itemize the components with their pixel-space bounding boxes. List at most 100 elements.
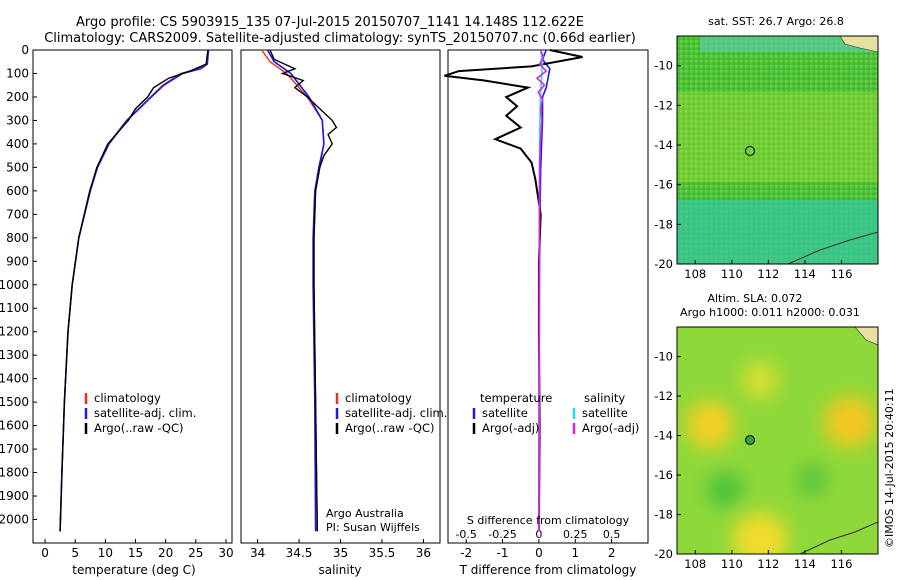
sla-high-south <box>732 512 788 554</box>
legend-label: Argo(..raw -QC) <box>94 421 184 435</box>
temperature-panel: 0100200300400500600700800900100011001200… <box>0 43 234 577</box>
note-argo-australia: Argo Australia <box>326 507 404 520</box>
sla-map-subtitle: Argo h1000: 0.011 h2000: 0.031 <box>680 306 860 319</box>
x-tick-label: 2 <box>608 546 616 560</box>
top-x-tick-label: -0.25 <box>488 528 516 541</box>
top-x-tick-label: 0 <box>535 528 542 541</box>
x-tick-label: 35.5 <box>369 546 396 560</box>
y-tick-label: 400 <box>6 137 29 151</box>
legend-label: satellite <box>582 406 628 420</box>
top-x-tick-label: 0.5 <box>603 528 621 541</box>
top-x-tick-label: 0.25 <box>563 528 588 541</box>
map-x-tick-label: 112 <box>757 557 779 571</box>
x-tick-label: 25 <box>188 546 203 560</box>
legend-heading-salinity: salinity <box>584 391 625 405</box>
y-tick-label: 1200 <box>0 325 29 339</box>
x-tick-label: -2 <box>460 546 472 560</box>
x-tick-label: 10 <box>98 546 113 560</box>
salinity-panel: 34 34.5 35 35.5 36 salinity climatologysatel… <box>240 49 447 577</box>
map-y-tick-label: -20 <box>654 257 673 271</box>
map-y-tick-label: -10 <box>654 59 673 73</box>
figure-title-line1: Argo profile: CS 5903915_135 07-Jul-2015… <box>76 15 584 30</box>
legend-label: Argo(..raw -QC) <box>345 421 435 435</box>
sst-map-panel: sat. SST: 26.7 Argo: 26.8 108 110 112 114 11… <box>654 15 879 281</box>
sla-high-east <box>824 396 876 448</box>
temperature-axes-frame <box>32 49 233 544</box>
sst-cool-south <box>677 200 878 264</box>
y-tick-label: 100 <box>6 66 29 80</box>
top-x-tick-label: -0.5 <box>455 528 476 541</box>
series-line-s-argo-adj- <box>535 49 548 532</box>
sla-land-north <box>854 327 878 346</box>
map-x-tick-label: 114 <box>794 267 816 281</box>
legend-label: climatology <box>94 391 161 405</box>
x-tick-label: 36 <box>416 546 431 560</box>
x-tick-label: 20 <box>158 546 173 560</box>
difference-axes-frame <box>447 49 649 544</box>
map-x-tick-label: 114 <box>794 557 816 571</box>
map-x-tick-label: 112 <box>757 267 779 281</box>
x-tick-label: 35 <box>333 546 348 560</box>
x-tick-label: 1 <box>571 546 579 560</box>
y-tick-label: 1000 <box>0 278 29 292</box>
x-tick-label: 5 <box>71 546 79 560</box>
map-x-tick-label: 116 <box>830 267 852 281</box>
series-line-argo-raw-qc- <box>59 49 209 532</box>
sla-map-frame <box>676 326 879 555</box>
sla-map-panel: Altim. SLA: 0.072 Argo h1000: 0.011 h200… <box>654 292 879 571</box>
legend-label: Argo(-adj) <box>582 421 639 435</box>
sst-map-title: sat. SST: 26.7 Argo: 26.8 <box>708 15 844 28</box>
y-tick-label: 1700 <box>0 442 29 456</box>
sla-map-title: Altim. SLA: 0.072 <box>707 292 802 305</box>
x-tick-label: 34 <box>250 546 265 560</box>
y-tick-label: 0 <box>21 43 29 57</box>
y-tick-label: 1300 <box>0 348 29 362</box>
legend-label: climatology <box>345 391 412 405</box>
salinity-xlabel: salinity <box>318 563 361 577</box>
map-x-tick-label: 110 <box>721 557 743 571</box>
y-tick-label: 2000 <box>0 513 29 527</box>
x-tick-label: 0 <box>41 546 49 560</box>
map-x-tick-label: 116 <box>830 557 852 571</box>
legend-label: Argo(-adj) <box>482 421 539 435</box>
sst-land-north <box>839 36 878 53</box>
x-tick-label: 0 <box>535 546 543 560</box>
y-tick-label: 900 <box>6 254 29 268</box>
legend-heading-temperature: temperature <box>480 391 552 405</box>
y-tick-label: 1400 <box>0 372 29 386</box>
x-tick-label: 30 <box>218 546 233 560</box>
y-tick-label: 600 <box>6 184 29 198</box>
y-tick-label: 300 <box>6 113 29 127</box>
sla-argo-marker <box>745 435 755 445</box>
sst-warm-band <box>677 92 878 182</box>
sla-low-a <box>707 472 743 508</box>
legend-label: satellite-adj. clim. <box>94 406 196 420</box>
sst-coastline <box>787 231 878 264</box>
map-y-tick-label: -14 <box>654 429 673 443</box>
sla-high-north <box>742 362 778 398</box>
map-y-tick-label: -10 <box>654 350 673 364</box>
t-difference-label: T difference from climatology <box>459 563 637 577</box>
difference-panel: -2 -1 0 1 2 -0.5 -0.25 0 0.25 0.5 S difference f… <box>444 49 649 577</box>
legend-label: satellite <box>482 406 528 420</box>
sst-cool-north <box>700 36 878 52</box>
map-y-tick-label: -14 <box>654 138 673 152</box>
map-x-tick-label: 108 <box>684 557 706 571</box>
y-tick-label: 1100 <box>0 301 29 315</box>
y-tick-label: 1600 <box>0 419 29 433</box>
y-tick-label: 200 <box>6 90 29 104</box>
map-y-tick-label: -12 <box>654 98 673 112</box>
map-y-tick-label: -18 <box>654 217 673 231</box>
map-y-tick-label: -16 <box>654 178 673 192</box>
y-tick-label: 1900 <box>0 489 29 503</box>
sla-high-west <box>686 401 734 449</box>
figure-title-line2: Climatology: CARS2009. Satellite-adjuste… <box>44 31 636 46</box>
y-tick-label: 800 <box>6 231 29 245</box>
map-x-tick-label: 108 <box>684 267 706 281</box>
legend-label: satellite-adj. clim. <box>345 406 447 420</box>
x-tick-label: -1 <box>497 546 509 560</box>
sla-low-b <box>796 464 828 496</box>
sla-coastline <box>799 521 878 554</box>
map-y-tick-label: -18 <box>654 508 673 522</box>
x-tick-label: 15 <box>128 546 143 560</box>
